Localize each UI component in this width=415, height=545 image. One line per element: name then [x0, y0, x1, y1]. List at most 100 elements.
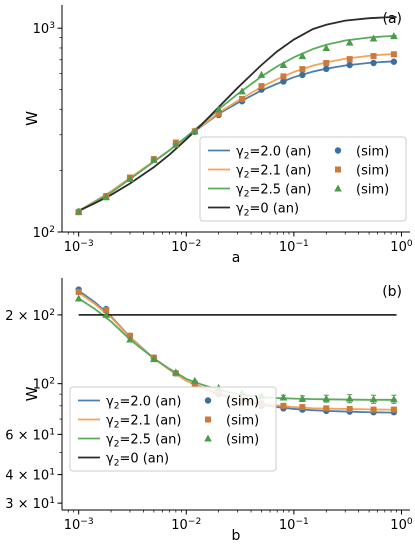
data-point-triangle: [190, 376, 199, 384]
legend-label: γ2=0 (an): [106, 452, 169, 469]
data-point-square: [75, 288, 82, 295]
x-tick-label: 10−1: [279, 239, 309, 255]
data-point-square: [239, 95, 246, 102]
data-point-square: [299, 66, 306, 73]
data-point-circle: [323, 65, 330, 73]
data-point-triangle: [172, 368, 180, 376]
data-point-triangle: [390, 395, 398, 403]
legend-label: (sim): [356, 145, 389, 160]
legend-box: [199, 136, 407, 222]
panel-b: 10−3 10−2 10−1 100 3 × 101 4 × 101 6 × 101 102 2…: [5, 278, 413, 544]
y-tick-label: 3 × 101: [5, 496, 55, 512]
data-point-square: [258, 83, 265, 90]
data-point-square: [390, 51, 397, 58]
data-point-triangle: [345, 38, 354, 46]
data-point-triangle: [102, 193, 110, 201]
panel-label: (b): [382, 284, 402, 300]
data-point-circle: [299, 71, 306, 79]
legend-label: γ2=0 (an): [236, 202, 299, 219]
y-tick-label: 102: [33, 225, 55, 241]
data-point-triangle: [322, 394, 331, 402]
data-point-circle: [280, 78, 287, 85]
data-point-circle: [346, 61, 353, 69]
data-point-triangle: [74, 294, 83, 302]
y-tick-label: 103: [33, 21, 56, 37]
y-axis-label: W: [23, 386, 41, 401]
data-point-triangle: [298, 394, 307, 402]
data-point-triangle: [74, 207, 83, 215]
data-point-square: [346, 56, 353, 63]
data-point-square: [103, 307, 110, 314]
data-point-circle: [370, 59, 377, 67]
legend-label: γ2=2.5 (an): [106, 433, 182, 450]
plot-area: [74, 286, 398, 416]
data-point-triangle: [279, 60, 288, 68]
data-point-square: [280, 402, 287, 409]
data-point-square: [280, 73, 287, 80]
x-tick-label: 10−3: [64, 239, 94, 255]
series-line-3: [78, 16, 397, 212]
data-point-square: [370, 406, 377, 413]
x-axis-label: b: [232, 528, 241, 544]
legend-marker-swatch: [204, 397, 212, 404]
data-point-square: [299, 404, 306, 411]
data-point-square: [370, 53, 377, 60]
data-point-triangle: [172, 140, 180, 148]
data-point-square: [215, 110, 222, 117]
x-tick-label: 100: [390, 239, 413, 255]
legend-marker-swatch: [204, 434, 212, 442]
y-tick-label: 102: [33, 377, 55, 393]
x-axis-label: a: [232, 250, 241, 266]
legend-label: γ2=2.1 (an): [236, 164, 312, 181]
data-point-square: [323, 405, 330, 412]
data-point-triangle: [390, 32, 398, 40]
data-point-triangle: [150, 155, 158, 163]
y-tick-label: 4 × 101: [5, 468, 55, 484]
plot-area: [74, 16, 398, 216]
x-tick-label: 10−3: [64, 517, 94, 533]
data-point-triangle: [190, 127, 199, 135]
data-point-triangle: [257, 70, 266, 78]
data-point-triangle: [369, 34, 378, 42]
legend-label: (sim): [226, 395, 259, 410]
x-tick-label: 10−1: [279, 517, 309, 533]
legend-marker-swatch: [334, 184, 342, 192]
data-point-triangle: [298, 52, 307, 60]
legend-marker-swatch: [334, 147, 342, 154]
data-point-triangle: [345, 394, 354, 402]
x-tick-label: 10−2: [171, 239, 201, 255]
x-tick-label: 100: [390, 517, 413, 533]
y-tick-label: 6 × 101: [5, 427, 55, 443]
legend: γ2=2.0 (an) γ2=2.1 (an) γ2=2.5 (an) γ2=0 (a…: [199, 136, 407, 222]
legend-label: (sim): [356, 183, 389, 198]
panel-label: (a): [382, 11, 402, 27]
legend: γ2=2.0 (an) γ2=2.1 (an) γ2=2.5 (an) γ2=0 (a…: [69, 386, 277, 472]
data-point-triangle: [150, 355, 158, 363]
data-point-triangle: [238, 87, 246, 95]
legend-label: γ2=2.0 (an): [236, 145, 312, 162]
legend-box: [69, 386, 277, 472]
data-point-square: [390, 406, 397, 413]
legend-label: γ2=2.5 (an): [236, 183, 312, 200]
legend-label: γ2=2.0 (an): [106, 395, 182, 412]
legend-marker-swatch: [205, 416, 211, 423]
data-point-triangle: [126, 335, 134, 343]
data-point-square: [346, 405, 353, 412]
data-point-triangle: [214, 105, 223, 113]
data-point-triangle: [369, 395, 378, 403]
legend-label: (sim): [226, 433, 259, 448]
data-point-triangle: [279, 393, 288, 401]
legend-marker-swatch: [335, 166, 341, 173]
data-point-circle: [390, 58, 398, 65]
y-axis-label: W: [23, 111, 41, 126]
data-point-triangle: [322, 43, 331, 51]
x-tick-label: 10−2: [171, 517, 201, 533]
y-tick-label: 2 × 102: [5, 308, 55, 324]
legend-label: (sim): [226, 414, 259, 429]
legend-label: (sim): [356, 164, 389, 179]
data-point-triangle: [126, 175, 134, 183]
data-point-triangle: [102, 310, 110, 318]
series-line-2: [78, 297, 397, 401]
